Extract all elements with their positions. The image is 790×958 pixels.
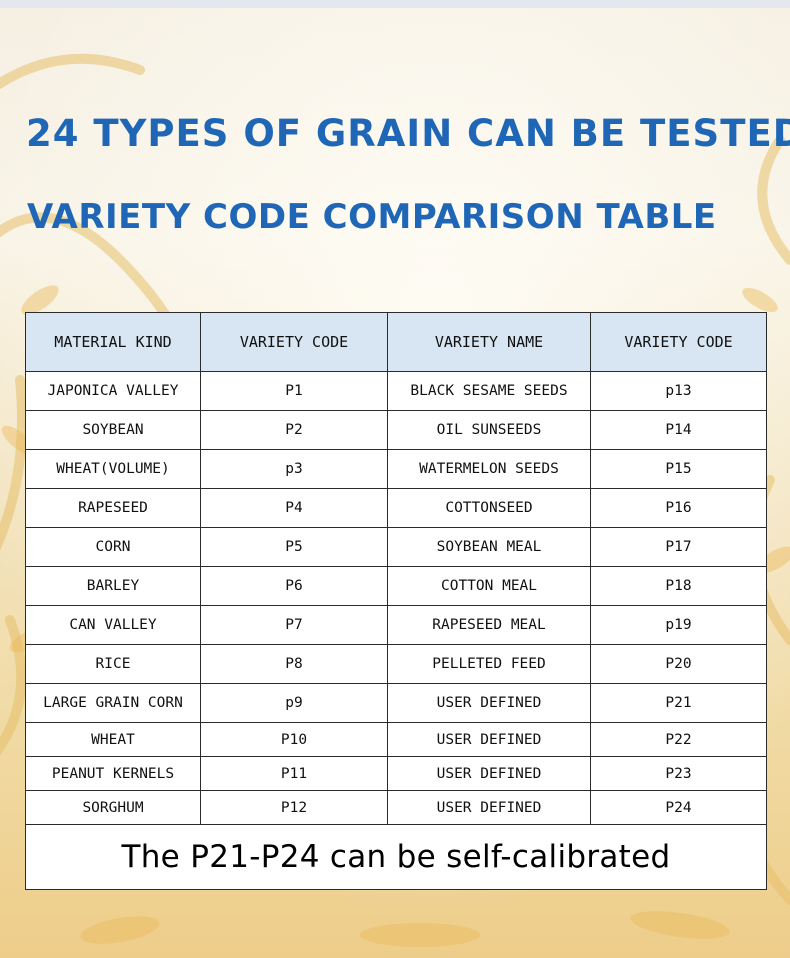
- variety-code-cell: P7: [200, 605, 388, 645]
- variety-name-cell: PELLETED FEED: [387, 644, 591, 684]
- variety-code-cell: P10: [200, 722, 388, 757]
- material-kind-cell: BARLEY: [25, 566, 201, 606]
- table-row: SORGHUM P12 USER DEFINED P24: [25, 790, 767, 825]
- material-kind-cell: SOYBEAN: [25, 410, 201, 450]
- variety-code-cell: P20: [590, 644, 767, 684]
- variety-code-cell: P21: [590, 683, 767, 723]
- table-row: RAPESEED P4 COTTONSEED P16: [25, 488, 767, 528]
- variety-code-cell: P1: [200, 371, 388, 411]
- table-footer-row: The P21-P24 can be self-calibrated: [25, 824, 767, 890]
- table-row: CORN P5 SOYBEAN MEAL P17: [25, 527, 767, 567]
- variety-code-cell: P8: [200, 644, 388, 684]
- table-row: CAN VALLEY P7 RAPESEED MEAL p19: [25, 605, 767, 645]
- material-kind-cell: WHEAT: [25, 722, 201, 757]
- variety-code-cell: P17: [590, 527, 767, 567]
- material-kind-cell: RICE: [25, 644, 201, 684]
- variety-code-cell: P24: [590, 790, 767, 825]
- variety-name-cell: USER DEFINED: [387, 756, 591, 791]
- table-header-row: MATERIAL KIND VARIETY CODE VARIETY NAME …: [25, 312, 767, 372]
- variety-code-cell: P22: [590, 722, 767, 757]
- top-strip: [0, 0, 790, 8]
- material-kind-cell: JAPONICA VALLEY: [25, 371, 201, 411]
- variety-code-cell: P14: [590, 410, 767, 450]
- variety-name-cell: SOYBEAN MEAL: [387, 527, 591, 567]
- variety-name-cell: COTTONSEED: [387, 488, 591, 528]
- variety-name-cell: WATERMELON SEEDS: [387, 449, 591, 489]
- table-row: PEANUT KERNELS P11 USER DEFINED P23: [25, 756, 767, 791]
- variety-name-cell: BLACK SESAME SEEDS: [387, 371, 591, 411]
- variety-name-cell: USER DEFINED: [387, 722, 591, 757]
- header-variety-name: VARIETY NAME: [387, 312, 591, 372]
- variety-code-cell: P2: [200, 410, 388, 450]
- table-row: WHEAT(VOLUME) p3 WATERMELON SEEDS P15: [25, 449, 767, 489]
- table-row: RICE P8 PELLETED FEED P20: [25, 644, 767, 684]
- table-row: LARGE GRAIN CORN p9 USER DEFINED P21: [25, 683, 767, 723]
- table-row: WHEAT P10 USER DEFINED P22: [25, 722, 767, 757]
- variety-code-cell: p19: [590, 605, 767, 645]
- header-material-kind: MATERIAL KIND: [25, 312, 201, 372]
- variety-name-cell: RAPESEED MEAL: [387, 605, 591, 645]
- variety-code-table-container: MATERIAL KIND VARIETY CODE VARIETY NAME …: [25, 312, 767, 890]
- main-title: 24 TYPES OF GRAIN CAN BE TESTED: [26, 112, 790, 155]
- variety-code-cell: p9: [200, 683, 388, 723]
- variety-code-cell: p13: [590, 371, 767, 411]
- variety-name-cell: OIL SUNSEEDS: [387, 410, 591, 450]
- variety-code-cell: P15: [590, 449, 767, 489]
- variety-code-cell: P18: [590, 566, 767, 606]
- variety-code-table: MATERIAL KIND VARIETY CODE VARIETY NAME …: [25, 312, 767, 890]
- variety-code-cell: P11: [200, 756, 388, 791]
- variety-name-cell: COTTON MEAL: [387, 566, 591, 606]
- material-kind-cell: PEANUT KERNELS: [25, 756, 201, 791]
- table-row: JAPONICA VALLEY P1 BLACK SESAME SEEDS p1…: [25, 371, 767, 411]
- table-row: SOYBEAN P2 OIL SUNSEEDS P14: [25, 410, 767, 450]
- variety-code-cell: P4: [200, 488, 388, 528]
- header-variety-code-1: VARIETY CODE: [200, 312, 388, 372]
- material-kind-cell: LARGE GRAIN CORN: [25, 683, 201, 723]
- variety-name-cell: USER DEFINED: [387, 790, 591, 825]
- material-kind-cell: SORGHUM: [25, 790, 201, 825]
- material-kind-cell: WHEAT(VOLUME): [25, 449, 201, 489]
- self-calibration-note: The P21-P24 can be self-calibrated: [25, 824, 767, 890]
- variety-code-cell: P6: [200, 566, 388, 606]
- variety-code-cell: P16: [590, 488, 767, 528]
- variety-name-cell: USER DEFINED: [387, 683, 591, 723]
- sub-title: VARIETY CODE COMPARISON TABLE: [27, 197, 717, 237]
- material-kind-cell: CAN VALLEY: [25, 605, 201, 645]
- header-variety-code-2: VARIETY CODE: [590, 312, 767, 372]
- table-row: BARLEY P6 COTTON MEAL P18: [25, 566, 767, 606]
- variety-code-cell: P12: [200, 790, 388, 825]
- material-kind-cell: RAPESEED: [25, 488, 201, 528]
- variety-code-cell: P23: [590, 756, 767, 791]
- variety-code-cell: P5: [200, 527, 388, 567]
- variety-code-cell: p3: [200, 449, 388, 489]
- material-kind-cell: CORN: [25, 527, 201, 567]
